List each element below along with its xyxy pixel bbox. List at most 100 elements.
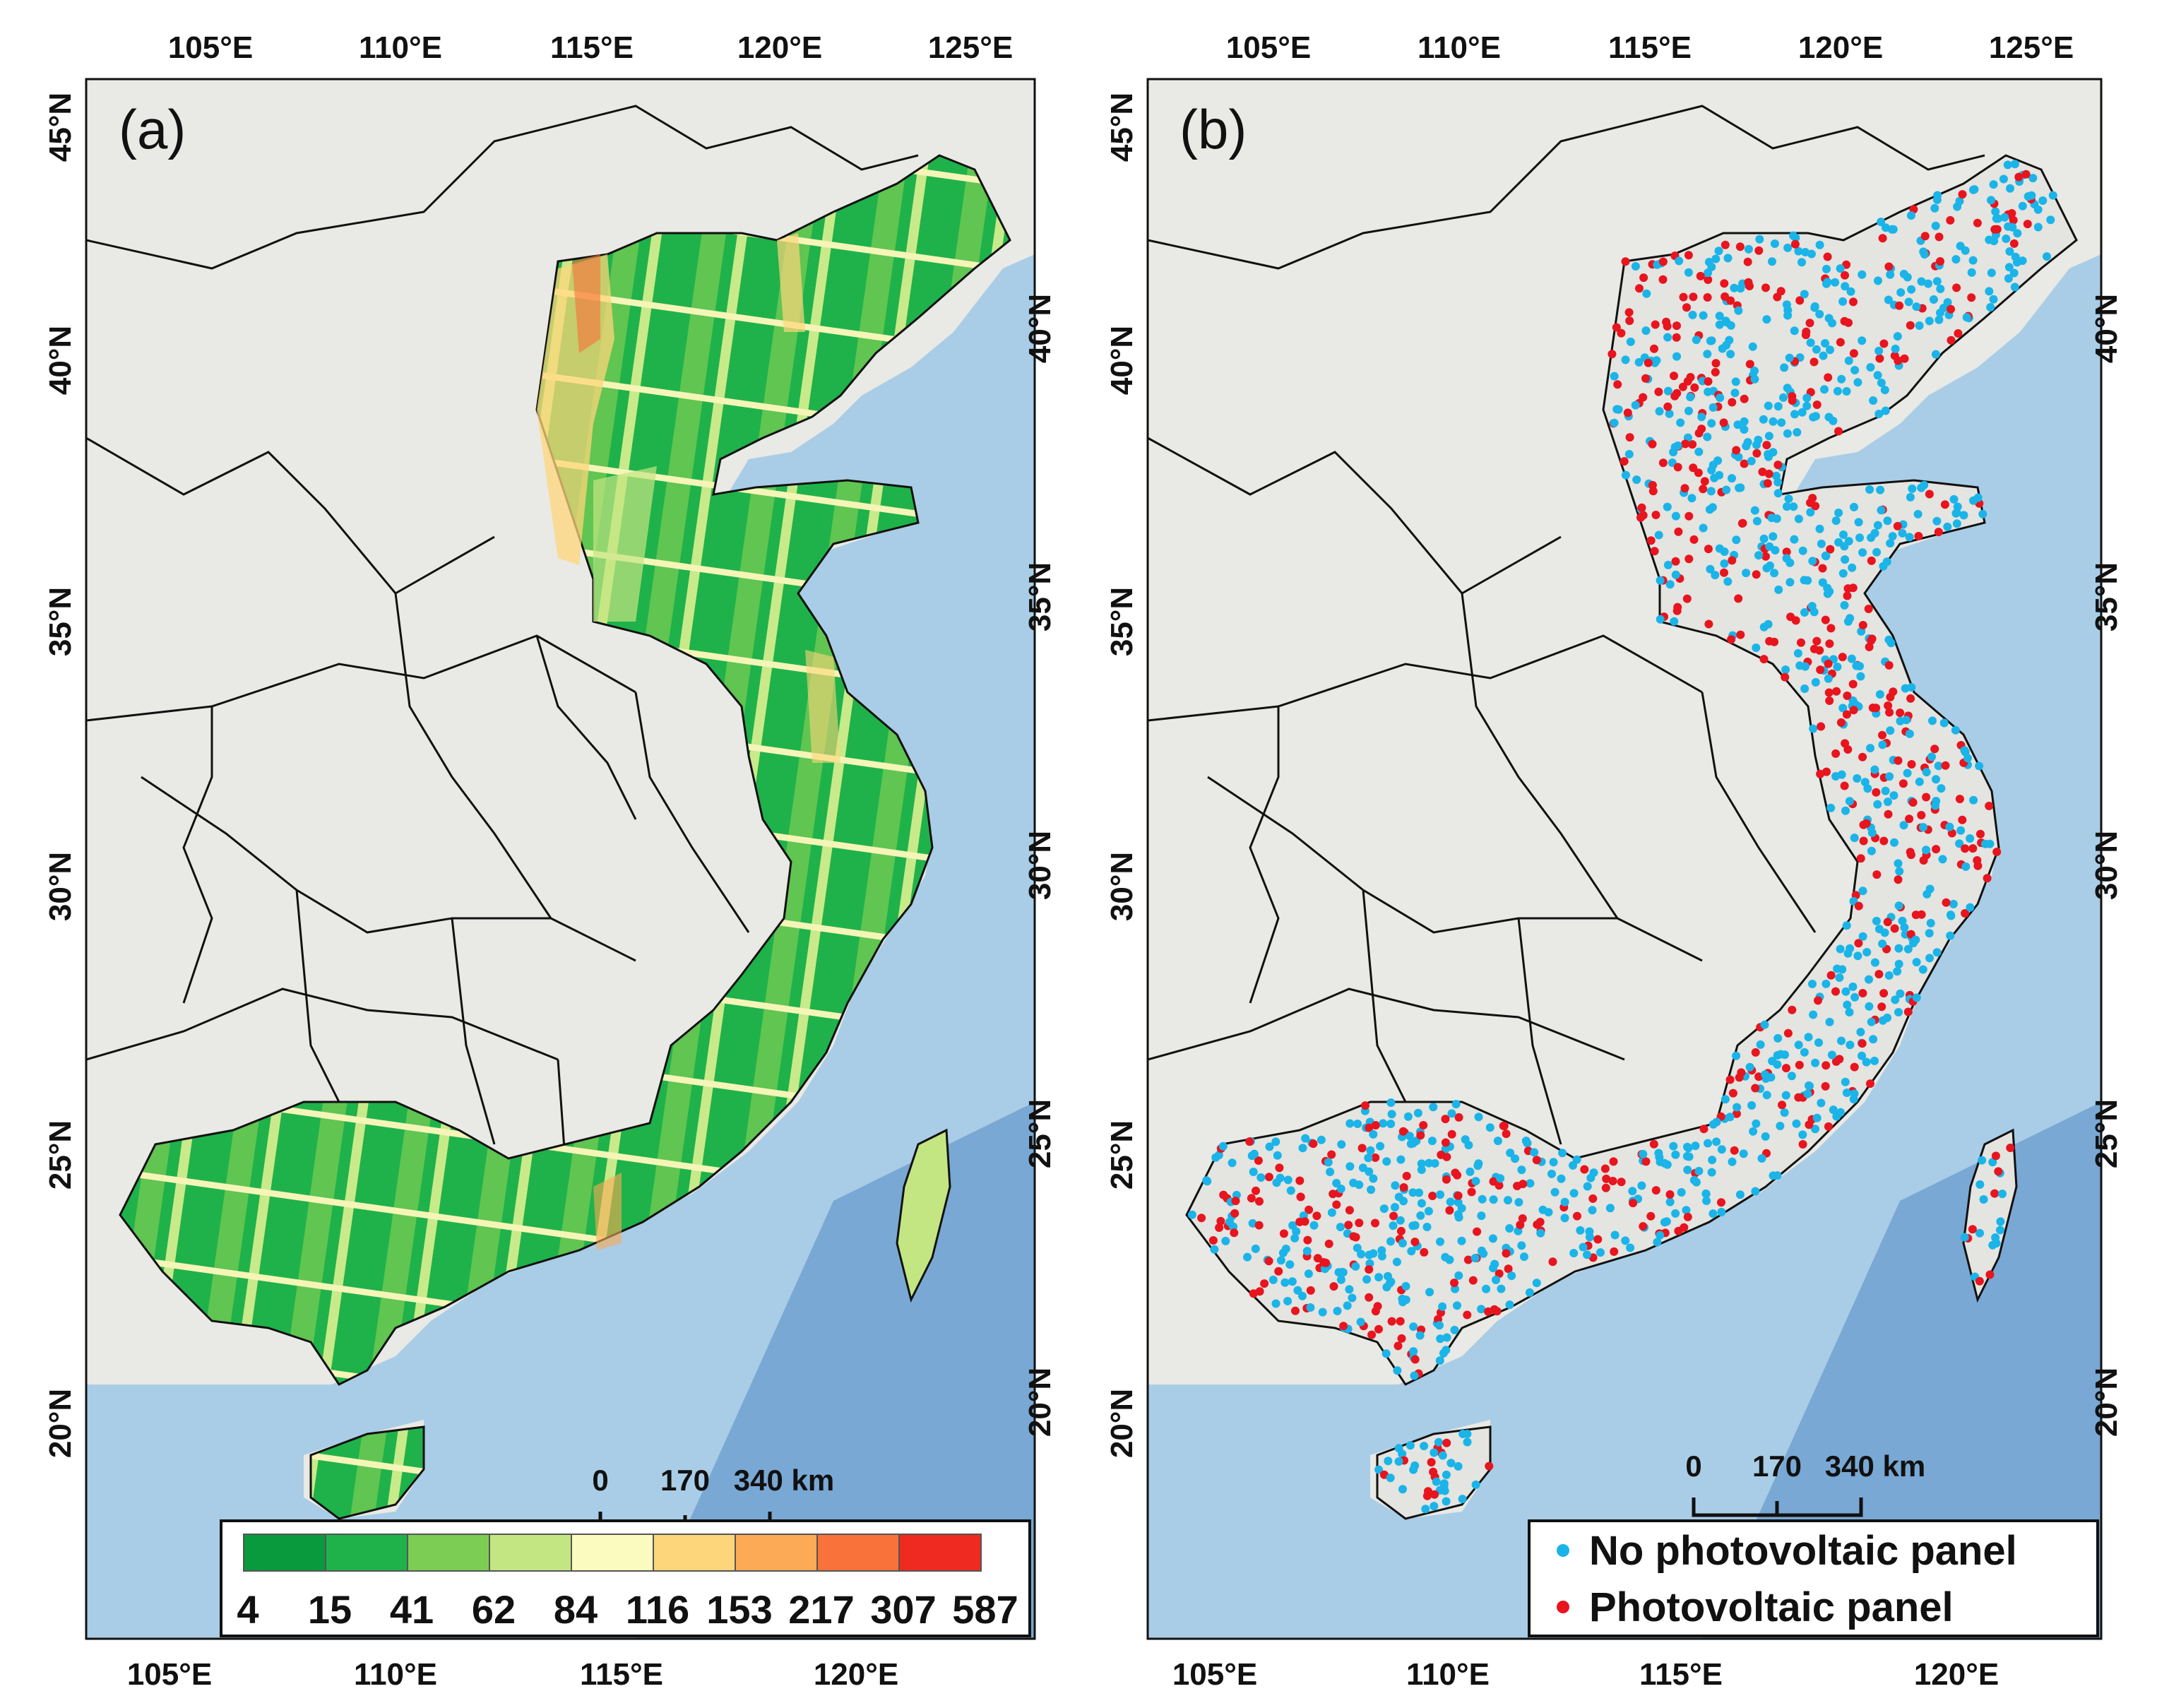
no-pv-point (1823, 278, 1832, 287)
no-pv-point (2004, 263, 2014, 272)
pv-point (1623, 408, 1632, 417)
no-pv-point (1930, 203, 1939, 213)
no-pv-point (1761, 1070, 1770, 1079)
no-pv-point (1764, 619, 1773, 629)
pv-point (1826, 971, 1836, 980)
no-pv-point (2033, 205, 2043, 214)
pv-point (1773, 461, 1783, 470)
no-pv-point (1639, 1149, 1648, 1158)
no-pv-point (1787, 1072, 1796, 1081)
no-pv-point (1436, 1190, 1444, 1199)
pv-point (1867, 634, 1877, 644)
no-pv-point (1477, 1305, 1486, 1314)
no-pv-point (1458, 1495, 1467, 1504)
no-pv-point (1837, 374, 1846, 384)
pv-point (1907, 760, 1916, 769)
no-pv-point (1309, 1221, 1319, 1230)
pv-point (1704, 377, 1713, 386)
pv-point (1371, 1121, 1380, 1129)
pv-point (1958, 190, 1967, 199)
pv-point (1940, 500, 1949, 509)
pv-point (1894, 756, 1903, 765)
pv-point (1975, 1276, 1984, 1286)
no-pv-point (1694, 447, 1704, 456)
no-pv-point (1886, 639, 1896, 648)
no-pv-point (1735, 483, 1744, 492)
no-pv-point (1773, 402, 1783, 411)
study-region-a (119, 154, 1011, 1386)
pv-point (1725, 1075, 1735, 1084)
pv-point (1736, 630, 1745, 639)
no-pv-point (1596, 1248, 1605, 1257)
no-pv-point (1934, 761, 1943, 771)
no-pv-point (1810, 302, 1819, 311)
no-pv-point (1809, 1010, 1818, 1019)
pv-point (1468, 1276, 1478, 1285)
no-pv-point (1949, 899, 1958, 908)
hotspot-region (805, 650, 840, 763)
no-pv-point (1653, 1238, 1662, 1247)
no-pv-point (1386, 1237, 1395, 1246)
no-pv-point (1417, 1199, 1426, 1208)
pv-point (1279, 1229, 1288, 1238)
no-pv-point (2048, 191, 2057, 200)
pv-point (1254, 1156, 1263, 1165)
no-pv-point (1886, 539, 1895, 548)
no-pv-point (1588, 1206, 1597, 1215)
pv-point (1312, 1211, 1321, 1221)
no-pv-point (1847, 654, 1856, 663)
no-pv-point (1665, 409, 1674, 418)
no-pv-point (1583, 1250, 1591, 1259)
pv-point (1824, 373, 1833, 382)
no-pv-point (2027, 191, 2036, 200)
no-pv-point (1676, 418, 1685, 427)
no-pv-point (1409, 1347, 1418, 1356)
no-pv-point (1410, 1221, 1420, 1230)
no-pv-point (1805, 1081, 1814, 1091)
no-pv-point (1844, 537, 1853, 546)
pv-point (1790, 239, 1800, 249)
no-pv-point (1764, 450, 1773, 459)
pv-point (1875, 354, 1884, 363)
pv-point (1658, 257, 1668, 266)
no-pv-point (1759, 415, 1768, 424)
no-pv-point (1762, 315, 1771, 324)
no-pv-point (1774, 585, 1783, 594)
no-pv-point (1742, 569, 1751, 578)
no-pv-point (1785, 353, 1794, 362)
pv-point (1906, 850, 1915, 860)
no-pv-point (1271, 1299, 1280, 1308)
no-pv-point (1202, 1176, 1211, 1185)
no-pv-point (1790, 326, 1799, 336)
no-pv-point (1612, 405, 1622, 414)
left-tick-label: 35°N (1105, 587, 1139, 656)
no-pv-point (1956, 242, 1965, 251)
pv-point (1324, 1239, 1333, 1248)
no-pv-point (1712, 1137, 1721, 1146)
no-pv-point (1824, 314, 1834, 323)
no-pv-point (1917, 277, 1926, 286)
no-pv-point (1935, 315, 1944, 324)
colorbar: 4 15 41 62 84 116 153 217 307 587 (237, 1534, 1018, 1632)
no-pv-point (1692, 1178, 1701, 1187)
no-pv-point (1853, 951, 1862, 961)
no-pv-point (1865, 975, 1873, 984)
no-pv-point (1806, 338, 1815, 348)
no-pv-point (1975, 1228, 1984, 1238)
no-pv-point (1773, 1033, 1783, 1043)
pv-point (1658, 275, 1668, 284)
pv-point (1365, 1123, 1374, 1132)
pv-point (1639, 511, 1648, 520)
pv-point (1608, 350, 1617, 359)
pv-point (1728, 556, 1737, 565)
pv-point (2006, 1144, 2015, 1152)
no-pv-point (1915, 321, 1924, 330)
no-pv-point (1894, 859, 1903, 868)
study-region-b (1185, 154, 2078, 1386)
pv-point (1711, 367, 1720, 376)
no-pv-point (1966, 834, 1975, 843)
no-pv-point (1637, 1181, 1646, 1190)
pv-point (1305, 1205, 1314, 1214)
no-pv-point (1432, 1477, 1441, 1486)
no-pv-point (1848, 982, 1858, 991)
